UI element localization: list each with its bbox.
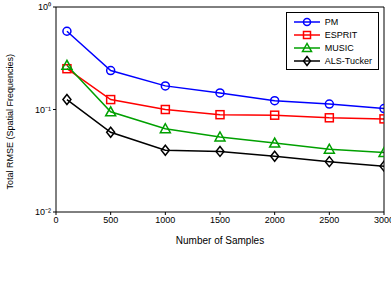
svg-text:10⁻²: 10⁻² bbox=[35, 207, 51, 217]
svg-text:Total RMSE (Spatial Frequencie: Total RMSE (Spatial Frequencies) bbox=[8, 54, 15, 190]
svg-text:500: 500 bbox=[103, 215, 118, 225]
html-text:MUSIC: MUSIC bbox=[324, 42, 354, 53]
html-text:PM: PM bbox=[324, 16, 339, 27]
svg-text:2000: 2000 bbox=[265, 215, 285, 225]
svg-text:Number of Samples: Number of Samples bbox=[176, 235, 264, 246]
svg-text:1000: 1000 bbox=[155, 215, 175, 225]
svg-text:0: 0 bbox=[53, 215, 58, 225]
svg-text:2500: 2500 bbox=[319, 215, 339, 225]
html-text:ALS-Tucker: ALS-Tucker bbox=[324, 55, 372, 66]
svg-text:3000: 3000 bbox=[374, 215, 383, 225]
svg-text:10⁻¹: 10⁻¹ bbox=[35, 105, 51, 115]
html-text:ESPRIT: ESPRIT bbox=[324, 29, 358, 40]
svg-text:1500: 1500 bbox=[210, 215, 230, 225]
svg-text:10⁰: 10⁰ bbox=[38, 2, 51, 12]
